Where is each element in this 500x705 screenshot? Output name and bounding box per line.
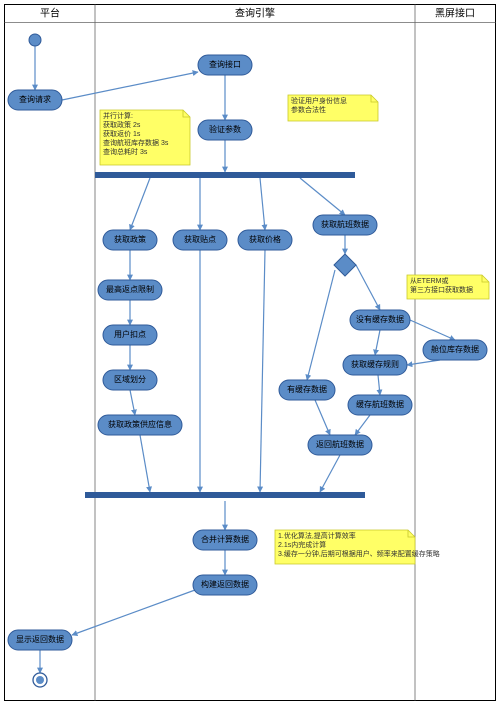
note-parallel-line-2: 获取返价 1s — [103, 129, 141, 138]
node-area-split: 区域划分 — [103, 370, 157, 390]
node-get-flight-label: 获取航班数据 — [321, 219, 369, 229]
edge-fork1-get-policy — [130, 178, 150, 230]
note-parallel-line-0: 并行计算: — [103, 111, 133, 120]
node-get-policy-label: 获取政策 — [114, 234, 146, 244]
note-parallel-line-1: 获取政策 2s — [103, 120, 141, 129]
edge-policy-supply-join1 — [140, 435, 150, 492]
node-policy-supply: 获取政策供应信息 — [98, 415, 182, 435]
node-get-rebate: 获取贴点 — [173, 230, 227, 250]
lane-engine-title: 查询引擎 — [235, 7, 275, 20]
node-end — [33, 673, 47, 687]
node-join1 — [85, 492, 365, 498]
node-has-cache: 有缓存数据 — [279, 380, 335, 400]
note-parallel: 并行计算:获取政策 2s获取返价 1s查询航班库存数据 3s查询总耗时 3s — [100, 110, 190, 165]
node-cache-flight: 缓存航班数据 — [348, 395, 412, 415]
note-parallel-line-4: 查询总耗时 3s — [103, 147, 148, 156]
node-query-request-label: 查询请求 — [19, 94, 51, 104]
node-cache-rule-label: 获取缓存规则 — [351, 359, 399, 369]
node-user-deduct: 用户扣点 — [103, 325, 157, 345]
node-user-deduct-label: 用户扣点 — [114, 329, 146, 339]
note-eterm-line-1: 第三方接口获取数据 — [410, 285, 473, 294]
note-eterm-line-0: 从ETERM或 — [410, 276, 449, 285]
edge-area-split-policy-supply — [130, 390, 135, 415]
node-no-cache: 没有缓存数据 — [350, 310, 410, 330]
edge-decision-no-cache — [356, 265, 380, 310]
node-max-rebate: 最高返点限制 — [98, 280, 162, 300]
note-validate: 验证用户身份信息参数合法性 — [288, 95, 378, 121]
node-validate: 验证参数 — [198, 120, 252, 140]
edge-decision-has-cache — [307, 270, 335, 380]
node-cache-rule: 获取缓存规则 — [343, 355, 407, 375]
node-get-rebate-label: 获取贴点 — [184, 234, 216, 244]
edge-no-cache-cache-rule — [375, 330, 380, 355]
node-merge-calc-label: 合并计算数据 — [201, 534, 249, 544]
node-cabin-stock: 舱位库存数据 — [423, 340, 487, 360]
node-get-policy: 获取政策 — [103, 230, 157, 250]
edge-query-request-query-api — [62, 72, 198, 100]
note-parallel-line-3: 查询航班库存数据 3s — [103, 138, 169, 147]
node-start — [29, 34, 41, 46]
edge-has-cache-return-flight — [315, 400, 330, 435]
edge-fork1-get-flight — [300, 178, 345, 215]
node-has-cache-label: 有缓存数据 — [287, 384, 327, 394]
node-show-return: 显示返回数据 — [8, 630, 72, 650]
note-merge-line-1: 2.1s内完成计算 — [278, 540, 326, 549]
node-max-rebate-label: 最高返点限制 — [106, 284, 154, 294]
node-policy-supply-label: 获取政策供应信息 — [108, 419, 172, 429]
node-get-price: 获取价格 — [238, 230, 292, 250]
note-validate-line-1: 参数合法性 — [291, 105, 326, 114]
note-merge-line-2: 3.缓存一分钟,后期可根据用户、频率来配置缓存策略 — [278, 549, 440, 558]
note-validate-line-0: 验证用户身份信息 — [291, 96, 347, 105]
node-build-return-label: 构建返回数据 — [201, 579, 249, 589]
node-validate-label: 验证参数 — [209, 124, 241, 134]
edge-return-flight-join1 — [320, 455, 340, 492]
node-query-request: 查询请求 — [8, 90, 62, 110]
node-cabin-stock-label: 舱位库存数据 — [431, 344, 479, 354]
note-eterm: 从ETERM或第三方接口获取数据 — [407, 275, 489, 299]
node-return-flight-label: 返回航班数据 — [316, 439, 364, 449]
node-query-api: 查询接口 — [198, 55, 252, 75]
node-show-return-label: 显示返回数据 — [16, 634, 64, 644]
node-return-flight: 返回航班数据 — [308, 435, 372, 455]
node-no-cache-label: 没有缓存数据 — [356, 314, 404, 324]
edge-fork1-get-price — [260, 178, 265, 230]
node-fork1 — [95, 172, 355, 178]
lane-blackbox-title: 黑屏接口 — [435, 7, 475, 20]
node-cache-flight-label: 缓存航班数据 — [356, 399, 404, 409]
node-decision — [334, 254, 356, 276]
edge-cache-rule-cache-flight — [378, 375, 380, 395]
lane-platform-title: 平台 — [40, 7, 60, 20]
note-merge-line-0: 1.优化算法,提高计算效率 — [278, 531, 356, 540]
node-get-flight: 获取航班数据 — [313, 215, 377, 235]
edge-cache-flight-return-flight — [355, 415, 370, 435]
edge-get-price-join1 — [260, 250, 265, 492]
node-build-return: 构建返回数据 — [193, 575, 257, 595]
node-merge-calc: 合并计算数据 — [193, 530, 257, 550]
node-area-split-label: 区域划分 — [114, 374, 146, 384]
node-query-api-label: 查询接口 — [209, 59, 241, 69]
edge-no-cache-cabin-stock — [410, 320, 455, 340]
node-get-price-label: 获取价格 — [249, 234, 281, 244]
flowchart-canvas: 平台 查询引擎 黑屏接口查询请求 查询接口验证参数获取政策 获取贴点 获取价格 获取航班数据… — [0, 0, 500, 705]
diagram-border — [5, 5, 496, 701]
edge-build-return-show-return — [72, 590, 195, 635]
edge-cabin-stock-cache-rule — [407, 360, 440, 365]
